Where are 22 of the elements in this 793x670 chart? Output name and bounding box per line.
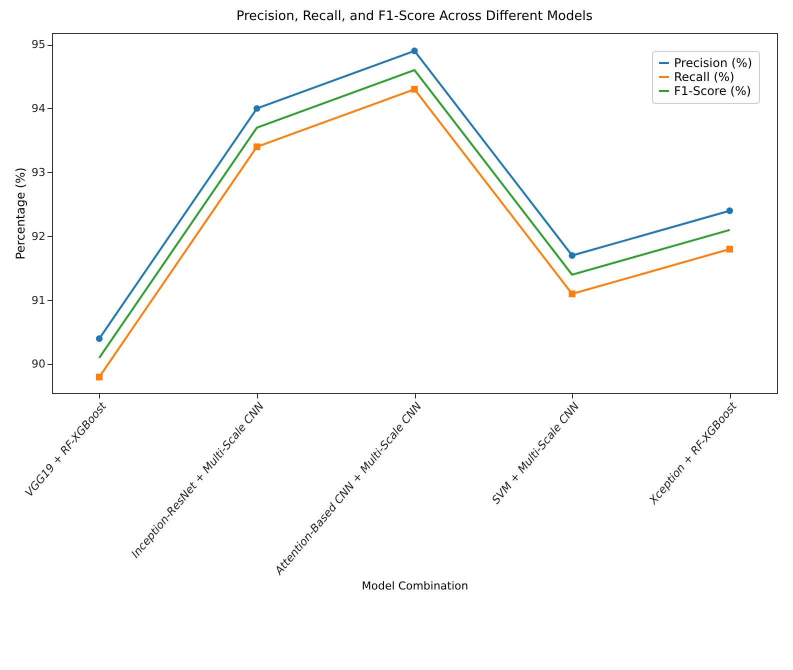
legend-label: Recall (%) bbox=[674, 70, 734, 84]
point bbox=[254, 143, 260, 150]
point bbox=[254, 105, 260, 112]
y-tick-label: 91 bbox=[32, 294, 46, 307]
point bbox=[411, 48, 418, 54]
legend-label: F1-Score (%) bbox=[674, 84, 752, 98]
chart-title: Precision, Recall, and F1-Score Across Different Models bbox=[236, 9, 593, 24]
y-tick-label: 90 bbox=[32, 358, 46, 371]
y-tick-label: 92 bbox=[32, 230, 46, 243]
point bbox=[96, 335, 103, 342]
y-tick-label: 95 bbox=[32, 38, 46, 52]
point bbox=[726, 207, 734, 214]
legend-label: Precision (%) bbox=[674, 56, 752, 70]
point bbox=[726, 246, 734, 252]
y-tick-label: 94 bbox=[32, 102, 46, 115]
y-axis-title: Percentage (%) bbox=[14, 167, 28, 260]
point bbox=[568, 252, 576, 259]
point bbox=[96, 374, 103, 380]
y-tick-label: 93 bbox=[32, 166, 46, 179]
x-axis-title: Model Combination bbox=[362, 580, 468, 593]
point bbox=[568, 290, 576, 298]
point bbox=[411, 86, 418, 93]
